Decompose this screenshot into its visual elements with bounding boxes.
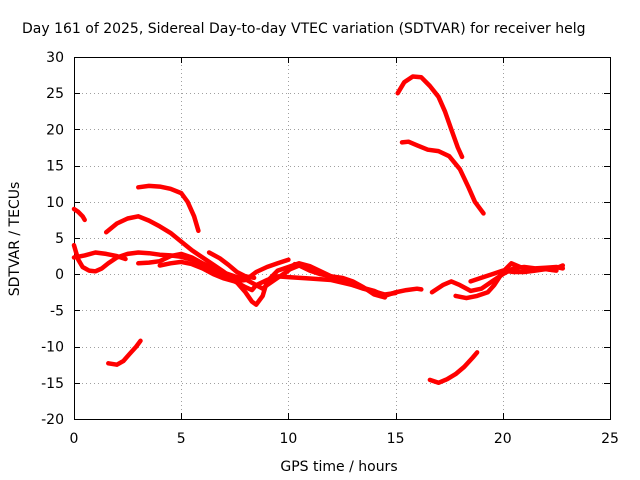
x-tick-label: 0	[70, 431, 79, 447]
series-s10	[106, 338, 143, 367]
series-s13	[427, 350, 480, 386]
series-s12	[399, 139, 486, 216]
x-tick-label: 10	[279, 431, 297, 447]
grid	[74, 57, 610, 419]
y-tick-label: 30	[46, 50, 64, 66]
series-s8	[206, 250, 257, 281]
series-s1	[71, 206, 87, 223]
x-axis-label: GPS time / hours	[280, 459, 397, 475]
y-tick-label: 25	[46, 86, 64, 102]
y-axis-label: SDTVAR / TECUs	[7, 182, 23, 297]
series-s11	[395, 74, 465, 160]
x-tick-label: 25	[601, 431, 619, 447]
y-tick-label: -15	[41, 376, 64, 392]
series-s9	[286, 263, 398, 297]
series-s3	[71, 250, 128, 262]
y-tick-label: 5	[55, 231, 64, 247]
y-tick-label: 20	[46, 122, 64, 138]
series-s16	[468, 266, 559, 284]
y-tick-label: -10	[41, 340, 64, 356]
chart-title: Day 161 of 2025, Sidereal Day-to-day VTE…	[22, 21, 585, 37]
data-series	[71, 74, 566, 386]
y-tick-label: 15	[46, 159, 64, 175]
series-s6	[136, 251, 298, 291]
axis-ticks: 0 5 10 15 20 25 -20 -15 -10 -5 0 5 10 15 20 25 30	[41, 50, 619, 447]
series-s7	[157, 257, 291, 284]
y-tick-label: -5	[50, 303, 64, 319]
series-s5	[136, 183, 201, 234]
y-tick-label: -20	[41, 412, 64, 428]
y-tick-label: 10	[46, 195, 64, 211]
x-tick-label: 5	[177, 431, 186, 447]
y-tick-label: 0	[55, 267, 64, 283]
x-tick-label: 20	[494, 431, 512, 447]
x-tick-label: 15	[387, 431, 405, 447]
